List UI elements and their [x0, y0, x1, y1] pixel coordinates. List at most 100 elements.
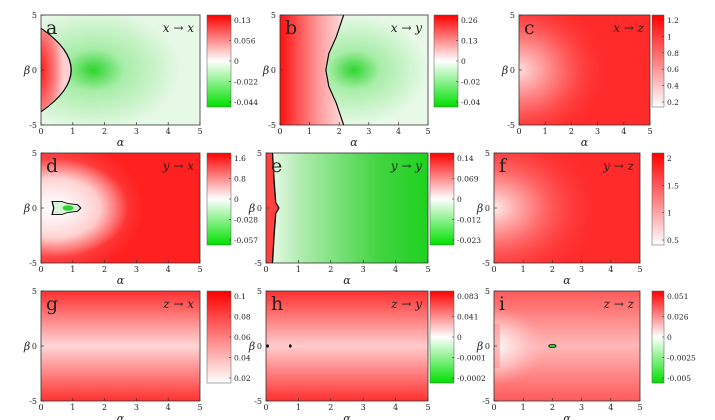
colorbar	[206, 14, 232, 108]
x-tick-label: 1	[543, 127, 548, 136]
panel-title: z → z	[603, 297, 635, 311]
y-axis-label: β	[23, 340, 30, 353]
y-tick-label: -5	[29, 121, 37, 130]
panel-title: y → y	[390, 159, 422, 173]
y-tick-label: 5	[510, 11, 515, 20]
x-tick-label: 5	[637, 403, 642, 412]
y-tick-label: 0	[257, 342, 262, 351]
x-tick-label: 3	[579, 265, 584, 274]
x-tick-label: 2	[102, 265, 107, 274]
heatmap-field-f	[494, 153, 640, 263]
x-tick-label: 0	[263, 265, 268, 274]
y-tick-label: -5	[29, 259, 37, 268]
panel-title: z → y	[390, 297, 422, 311]
x-axis-label: α	[117, 136, 125, 149]
colorbar-tick-label: -0.012	[457, 216, 481, 225]
heatmap-field-c	[519, 15, 650, 125]
colorbar-tick-label: 0.026	[667, 313, 689, 322]
y-tick-label: 0	[485, 342, 490, 351]
y-tick-label: 5	[32, 287, 37, 296]
panel-letter: a	[46, 17, 57, 39]
colorbar	[429, 152, 455, 246]
heatmap-field-a	[41, 15, 200, 125]
colorbar-tick-label: 0.1	[234, 292, 246, 301]
x-tick-label: 4	[166, 127, 171, 136]
colorbar-tick-label: 0.8	[234, 175, 246, 184]
y-tick-label: 5	[32, 11, 37, 20]
x-tick-label: 1	[521, 265, 526, 274]
x-tick-label: 2	[328, 265, 333, 274]
panel-title: y → z	[602, 159, 634, 173]
colorbar-tick-label: -0.023	[457, 236, 481, 245]
colorbar-tick-label: 0.5	[667, 236, 679, 245]
x-tick-label: 4	[166, 265, 171, 274]
x-tick-label: 1	[296, 265, 301, 274]
heatmap-field-b	[280, 15, 428, 125]
y-tick-label: -5	[482, 397, 490, 406]
colorbar-tick-label: 0.06	[234, 333, 251, 342]
x-tick-label: 5	[197, 127, 202, 136]
colorbar-tick-label: -0.04	[461, 98, 480, 107]
colorbar-tick-label: 0.6	[667, 65, 679, 74]
y-tick-label: -5	[268, 121, 276, 130]
heatmap-field-h	[266, 291, 428, 401]
colorbar-tick-label: -0.0025	[667, 354, 696, 363]
colorbar-tick-label: 0	[234, 195, 239, 204]
heatmap-field-e	[266, 153, 428, 263]
y-axis-label: β	[501, 64, 508, 77]
y-tick-label: -5	[507, 121, 515, 130]
panel-title: x → z	[613, 21, 644, 35]
x-axis-label: α	[343, 412, 351, 420]
y-axis-label: β	[262, 64, 269, 77]
y-tick-label: -5	[482, 259, 490, 268]
x-tick-label: 1	[307, 127, 312, 136]
colorbar	[206, 290, 232, 384]
y-tick-label: 5	[271, 11, 276, 20]
x-tick-label: 5	[647, 127, 652, 136]
x-tick-label: 3	[579, 403, 584, 412]
x-tick-label: 0	[516, 127, 521, 136]
colorbar	[433, 14, 459, 108]
colorbar	[206, 152, 232, 246]
colorbar	[429, 290, 455, 384]
y-tick-label: 0	[257, 204, 262, 213]
x-tick-label: 3	[134, 265, 139, 274]
colorbar-tick-label: 0.4	[667, 82, 679, 91]
x-tick-label: 0	[263, 403, 268, 412]
y-tick-label: 0	[271, 66, 276, 75]
colorbar-tick-label: 0.14	[457, 154, 474, 163]
colorbar-tick-label: 0.02	[234, 374, 251, 383]
x-tick-label: 3	[361, 403, 366, 412]
x-tick-label: 2	[328, 403, 333, 412]
colorbar-tick-label: 0	[234, 57, 239, 66]
colorbar-tick-label: 0.051	[667, 292, 688, 301]
y-tick-label: 5	[32, 149, 37, 158]
x-tick-label: 3	[595, 127, 600, 136]
x-tick-label: 4	[396, 127, 401, 136]
panel-letter: c	[524, 17, 535, 39]
y-tick-label: 5	[485, 287, 490, 296]
x-tick-label: 1	[296, 403, 301, 412]
x-tick-label: 3	[366, 127, 371, 136]
x-tick-label: 4	[393, 403, 398, 412]
x-tick-label: 0	[38, 127, 43, 136]
x-tick-label: 3	[361, 265, 366, 274]
x-tick-label: 5	[425, 127, 430, 136]
colorbar-tick-label: 0.2	[667, 98, 679, 107]
x-axis-label: α	[117, 412, 125, 420]
x-tick-label: 2	[550, 265, 555, 274]
colorbar-tick-label: 1.5	[667, 181, 679, 190]
y-axis-label: β	[476, 340, 483, 353]
x-tick-label: 3	[134, 127, 139, 136]
colorbar-tick-label: 0.08	[234, 313, 251, 322]
panel-title: x → y	[391, 21, 422, 35]
x-tick-label: 2	[102, 403, 107, 412]
panel-title: y → x	[162, 159, 194, 173]
x-tick-label: 5	[197, 265, 202, 274]
